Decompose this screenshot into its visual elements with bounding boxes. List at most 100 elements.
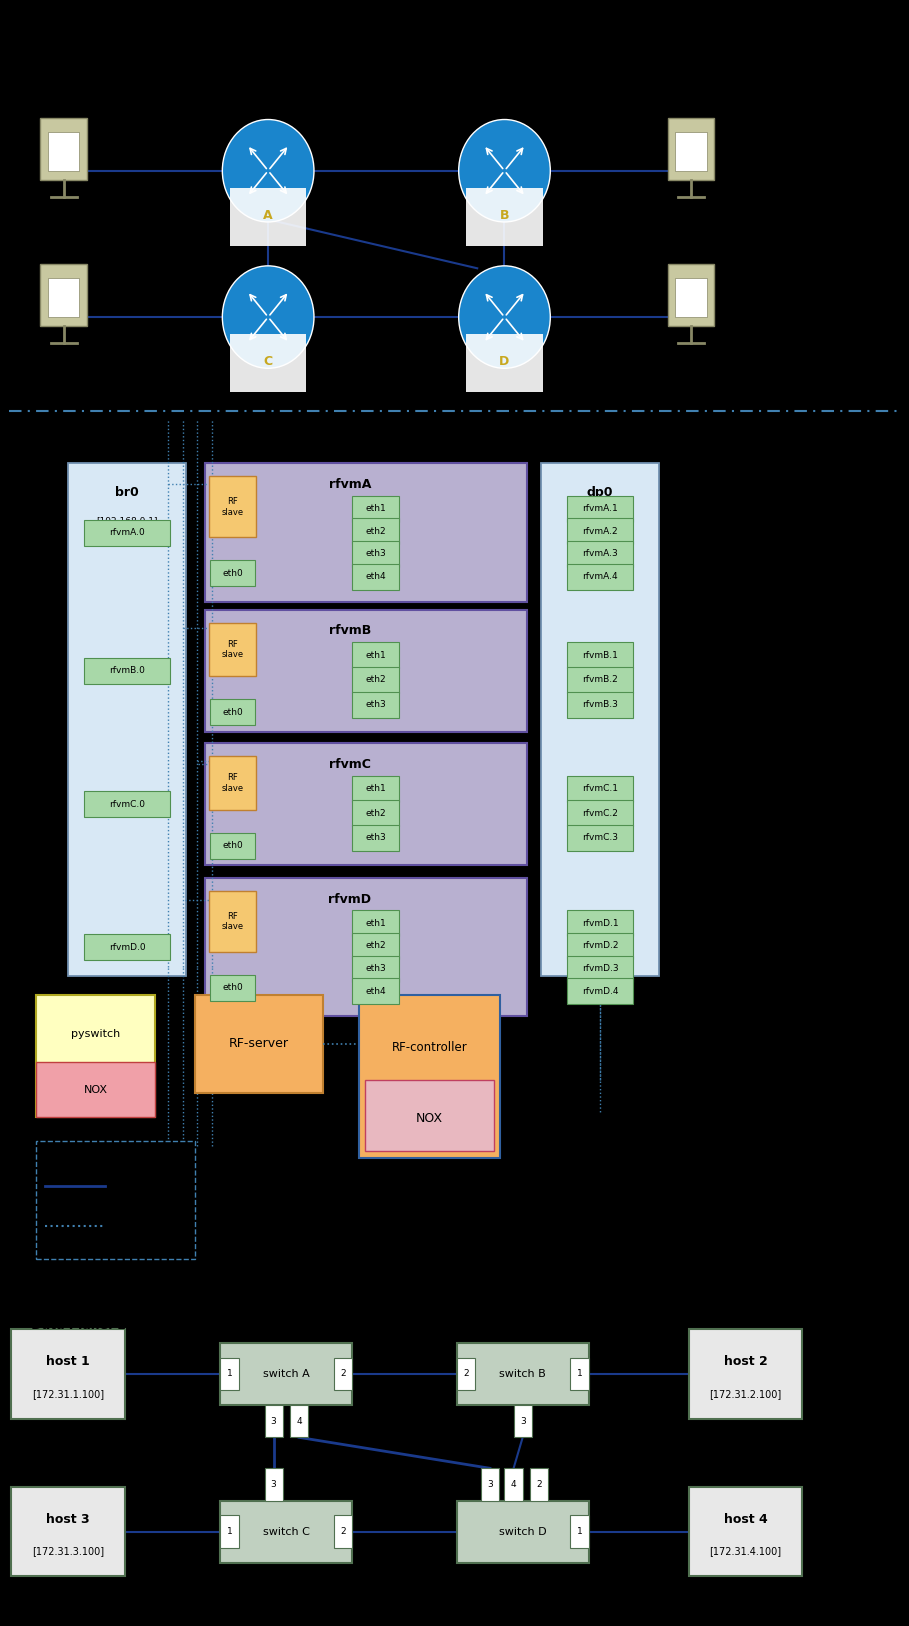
- FancyBboxPatch shape: [352, 911, 399, 937]
- Text: eth1: eth1: [365, 504, 386, 514]
- Text: switch A: switch A: [263, 1369, 310, 1379]
- Text: [172.31.4.100]: [172.31.4.100]: [709, 1546, 782, 1556]
- Text: rfvmD.1: rfvmD.1: [582, 919, 618, 928]
- FancyBboxPatch shape: [85, 520, 171, 546]
- Text: rfvmB.3: rfvmB.3: [582, 701, 618, 709]
- Text: pyswitch: pyswitch: [71, 1029, 120, 1039]
- Text: rfvmB.2: rfvmB.2: [582, 675, 618, 685]
- FancyBboxPatch shape: [456, 1343, 589, 1405]
- Text: eth3: eth3: [365, 834, 386, 842]
- Text: 1: 1: [226, 1527, 233, 1537]
- Text: 1: 1: [576, 1527, 583, 1537]
- Text: dp0: dp0: [586, 486, 614, 499]
- Text: eth0: eth0: [223, 984, 243, 992]
- FancyBboxPatch shape: [352, 564, 399, 590]
- Text: rfvmA.3: rfvmA.3: [582, 550, 618, 558]
- Text: rfvmC.0: rfvmC.0: [109, 800, 145, 808]
- FancyBboxPatch shape: [36, 1141, 195, 1259]
- Text: eth3: eth3: [365, 964, 386, 972]
- Text: 3: 3: [271, 1416, 276, 1426]
- FancyBboxPatch shape: [456, 1501, 589, 1563]
- Text: rfvmC.1: rfvmC.1: [582, 784, 618, 793]
- Text: 3: 3: [487, 1480, 493, 1489]
- FancyBboxPatch shape: [567, 496, 633, 522]
- FancyBboxPatch shape: [352, 800, 399, 826]
- Text: A: A: [264, 208, 273, 221]
- Text: host 3: host 3: [46, 1512, 90, 1525]
- Text: host 1: host 1: [46, 1354, 90, 1367]
- FancyBboxPatch shape: [352, 691, 399, 717]
- Ellipse shape: [223, 119, 314, 223]
- FancyBboxPatch shape: [11, 1486, 125, 1577]
- Text: eth1: eth1: [365, 650, 386, 660]
- FancyBboxPatch shape: [205, 743, 527, 865]
- Text: eth2: eth2: [365, 808, 385, 818]
- Text: eth1: eth1: [365, 919, 386, 928]
- Text: switch D: switch D: [499, 1527, 546, 1537]
- FancyBboxPatch shape: [220, 1358, 238, 1390]
- FancyBboxPatch shape: [514, 1405, 532, 1437]
- Text: eth1: eth1: [365, 784, 386, 793]
- Text: RF
slave: RF slave: [222, 498, 244, 517]
- FancyBboxPatch shape: [68, 463, 186, 976]
- FancyBboxPatch shape: [365, 1080, 494, 1151]
- FancyBboxPatch shape: [352, 956, 399, 982]
- FancyBboxPatch shape: [210, 699, 255, 725]
- Text: eth2: eth2: [365, 675, 385, 685]
- FancyBboxPatch shape: [210, 833, 255, 859]
- Text: eth4: eth4: [365, 572, 385, 580]
- FancyBboxPatch shape: [335, 1515, 353, 1548]
- FancyBboxPatch shape: [541, 463, 659, 976]
- FancyBboxPatch shape: [220, 1515, 238, 1548]
- FancyBboxPatch shape: [220, 1343, 352, 1405]
- Text: rfvmD.4: rfvmD.4: [582, 987, 618, 995]
- FancyBboxPatch shape: [205, 878, 527, 1016]
- Text: eth2: eth2: [365, 527, 385, 537]
- FancyBboxPatch shape: [567, 933, 633, 959]
- FancyBboxPatch shape: [11, 1330, 125, 1418]
- FancyBboxPatch shape: [85, 657, 171, 683]
- FancyBboxPatch shape: [209, 476, 256, 537]
- Text: rfvmB.1: rfvmB.1: [582, 650, 618, 660]
- FancyBboxPatch shape: [567, 564, 633, 590]
- Text: RF
slave: RF slave: [222, 774, 244, 792]
- Text: RF
slave: RF slave: [222, 912, 244, 932]
- FancyBboxPatch shape: [40, 117, 87, 180]
- FancyBboxPatch shape: [567, 911, 633, 937]
- FancyBboxPatch shape: [36, 1062, 155, 1117]
- Text: 1: 1: [226, 1369, 233, 1379]
- FancyBboxPatch shape: [205, 610, 527, 732]
- FancyBboxPatch shape: [689, 1330, 802, 1418]
- FancyBboxPatch shape: [675, 132, 706, 171]
- Text: Data Plane: E.g., Mininet: Data Plane: E.g., Mininet: [32, 1319, 207, 1332]
- FancyBboxPatch shape: [209, 623, 256, 676]
- Text: host 2: host 2: [724, 1354, 767, 1367]
- FancyBboxPatch shape: [230, 189, 306, 246]
- FancyBboxPatch shape: [352, 776, 399, 802]
- FancyBboxPatch shape: [352, 824, 399, 850]
- Text: 3: 3: [271, 1480, 276, 1489]
- FancyBboxPatch shape: [352, 933, 399, 959]
- Text: rfvmD.3: rfvmD.3: [582, 964, 618, 972]
- Text: 2: 2: [536, 1480, 542, 1489]
- FancyBboxPatch shape: [567, 956, 633, 982]
- FancyBboxPatch shape: [352, 979, 399, 1005]
- FancyBboxPatch shape: [567, 541, 633, 567]
- Ellipse shape: [223, 265, 314, 367]
- Text: rfvmD: rfvmD: [328, 893, 371, 906]
- FancyBboxPatch shape: [667, 117, 714, 180]
- FancyBboxPatch shape: [209, 891, 256, 951]
- FancyBboxPatch shape: [210, 559, 255, 585]
- FancyBboxPatch shape: [466, 189, 543, 246]
- Text: switch C: switch C: [263, 1527, 310, 1537]
- Text: eth2: eth2: [365, 941, 385, 951]
- Text: RF
slave: RF slave: [222, 641, 244, 659]
- Text: br0: br0: [115, 486, 139, 499]
- Text: D: D: [499, 354, 510, 367]
- FancyBboxPatch shape: [466, 335, 543, 392]
- Text: host 4: host 4: [724, 1512, 767, 1525]
- Text: rfvmC.2: rfvmC.2: [582, 808, 618, 818]
- FancyBboxPatch shape: [209, 756, 256, 810]
- Text: rfvmB.0: rfvmB.0: [109, 667, 145, 675]
- Text: [172.31.2.100]: [172.31.2.100]: [709, 1389, 782, 1398]
